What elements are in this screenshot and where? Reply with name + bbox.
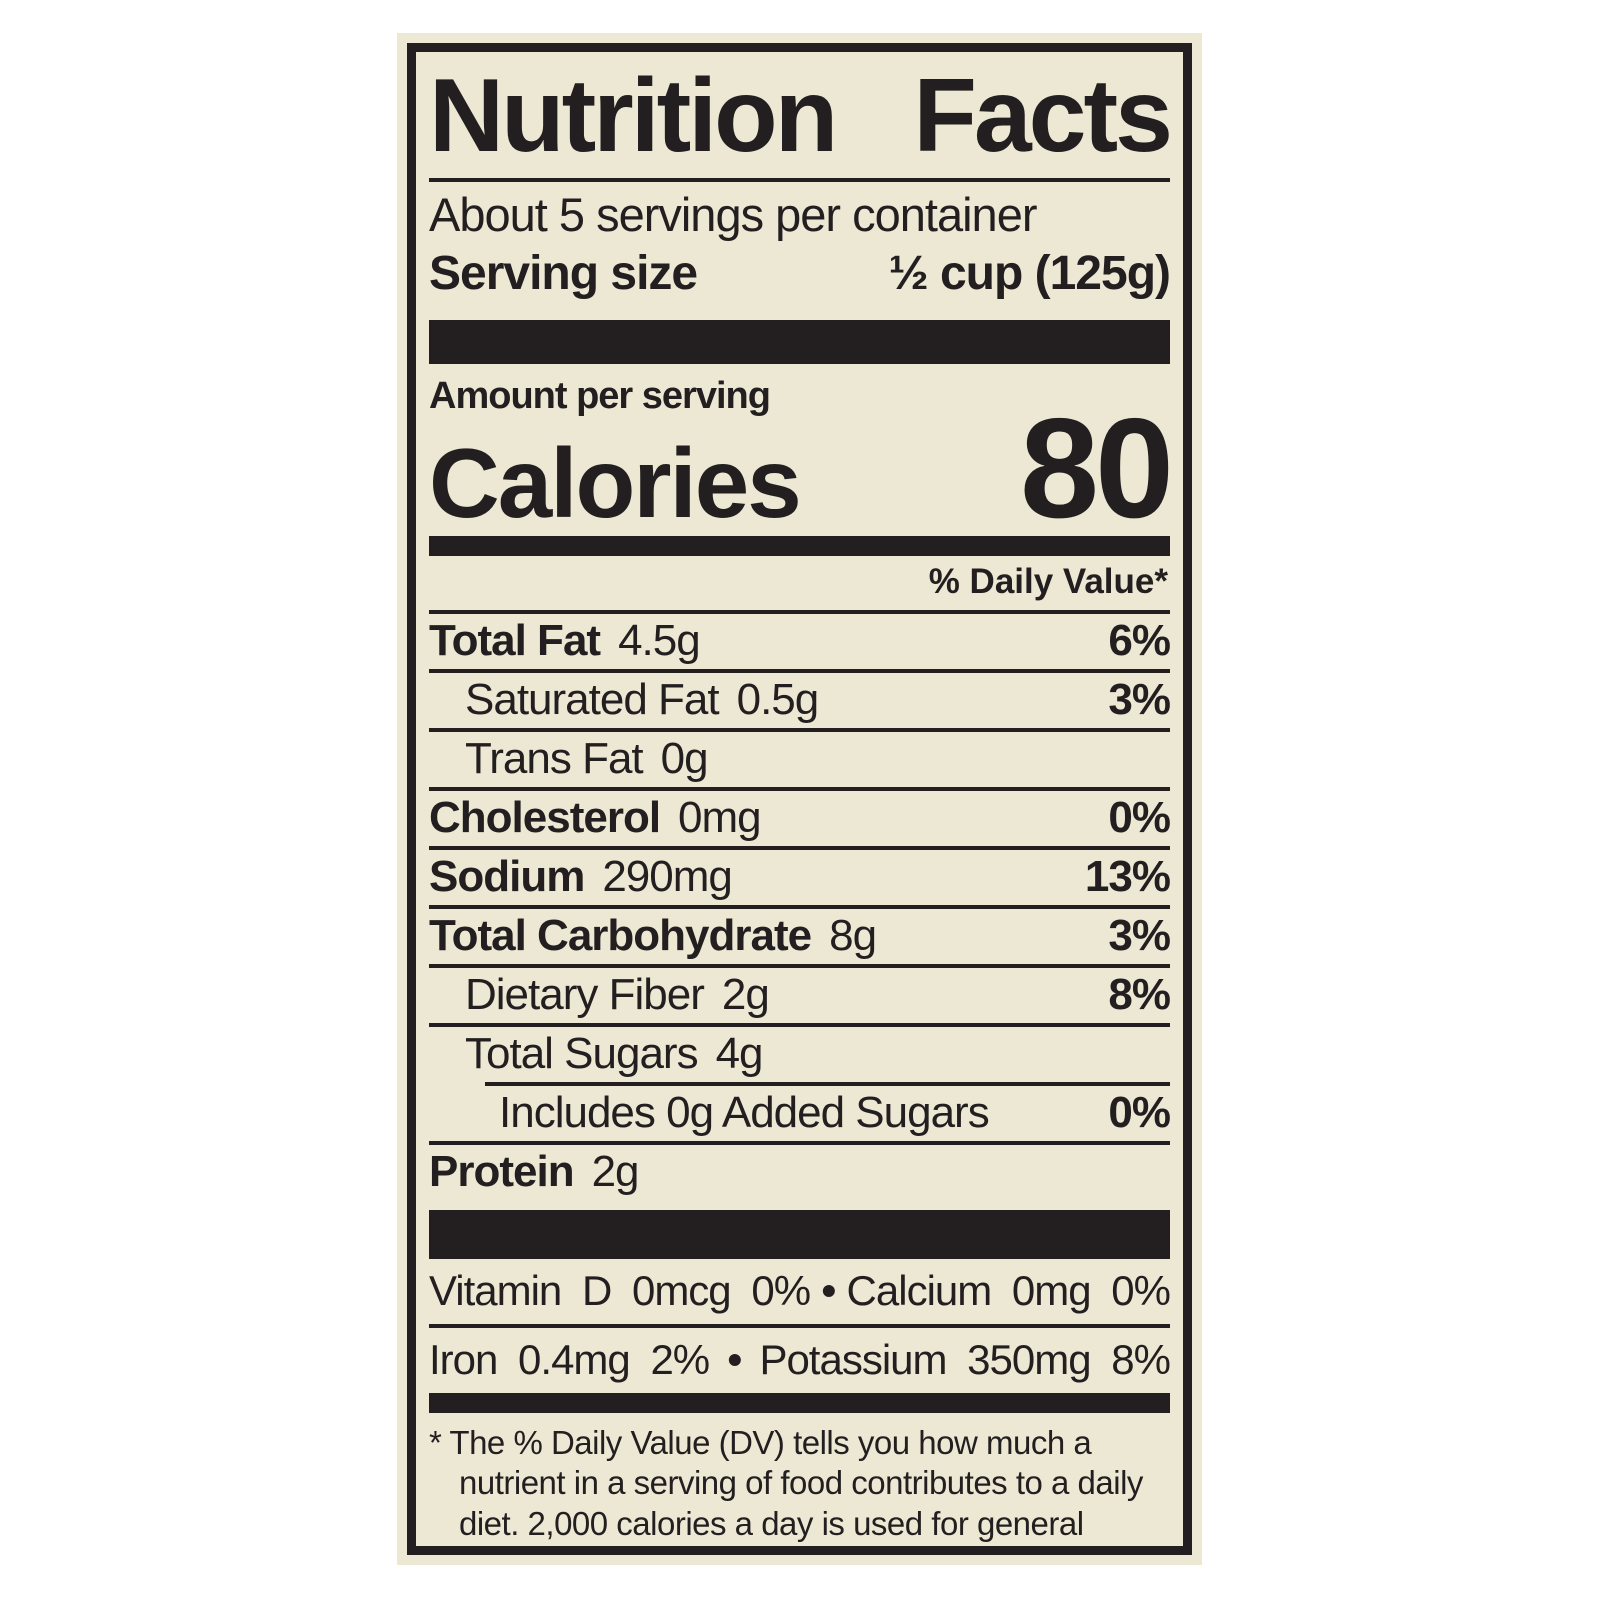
title-word-facts: Facts — [913, 58, 1173, 174]
micronutrient-row-2: Iron 0.4mg 2% • Potassium 350mg 8% — [429, 1328, 1171, 1393]
nutrient-row-total-carbohydrate: Total Carbohydrate 8g 3% — [429, 909, 1171, 964]
nutrient-row-cholesterol: Cholesterol 0mg 0% — [429, 791, 1171, 846]
divider-bar-medium-calories — [429, 536, 1170, 557]
nutrient-dv: 0% — [1108, 793, 1171, 843]
micronutrient-right: Calcium 0mg 0% — [846, 1267, 1171, 1315]
separator-line — [429, 728, 1170, 733]
micronutrient-left: Vitamin D 0mcg 0% — [429, 1267, 811, 1315]
nutrient-amount: 8g — [829, 911, 877, 961]
divider-bar-thick-micronutrients — [429, 1210, 1170, 1260]
nutrient-row-added-sugars: Includes 0g Added Sugars 0% — [429, 1086, 1171, 1141]
separator-line — [429, 610, 1170, 615]
separator-line — [429, 787, 1170, 792]
serving-size-row: Serving size ½ cup (125g) — [429, 245, 1171, 321]
nutrient-dv: 6% — [1108, 616, 1171, 666]
nutrient-row-sodium: Sodium 290mg 13% — [429, 850, 1171, 905]
nutrient-name-amount: Dietary Fiber 2g — [465, 970, 770, 1020]
nutrient-name-amount: Total Carbohydrate 8g — [429, 911, 877, 961]
nutrient-amount: 4.5g — [618, 616, 701, 666]
nutrient-row-total-fat: Total Fat 4.5g 6% — [429, 614, 1171, 669]
nutrition-facts-label: Nutrition Facts About 5 servings per con… — [397, 33, 1202, 1565]
separator-line — [429, 669, 1170, 674]
calories-value: 80 — [1020, 389, 1174, 549]
separator-line — [429, 1141, 1170, 1146]
nutrient-name: Saturated Fat — [465, 675, 720, 725]
nutrient-row-total-sugars: Total Sugars 4g — [429, 1027, 1170, 1082]
nutrient-name-amount: Cholesterol 0mg — [429, 793, 762, 843]
separator-line — [429, 1023, 1170, 1028]
separator-line — [429, 846, 1170, 851]
nutrient-name: Protein — [429, 1147, 575, 1197]
nutrient-dv: 3% — [1108, 911, 1171, 961]
nutrient-name: Total Sugars — [465, 1029, 699, 1079]
nutrient-dv: 8% — [1108, 970, 1171, 1020]
nutrient-name-amount: Sodium 290mg — [429, 852, 733, 902]
nutrient-name-amount: Total Sugars 4g — [465, 1029, 764, 1079]
nutrient-amount: 0g — [660, 734, 709, 784]
calories-row: Calories 80 — [429, 389, 1174, 549]
nutrient-name-amount: Trans Fat 0g — [465, 734, 709, 784]
nutrient-amount: 0.5g — [736, 675, 820, 725]
nutrient-dv: 3% — [1108, 675, 1171, 725]
nutrient-dv: 13% — [1084, 852, 1171, 902]
divider-bar-medium-footnote — [429, 1393, 1170, 1414]
servings-per-container: About 5 servings per container — [429, 188, 1037, 241]
separator-line — [429, 1324, 1170, 1329]
separator-line — [429, 905, 1170, 910]
nutrient-dv: 0% — [1108, 1088, 1171, 1138]
label-title: Nutrition Facts — [429, 58, 1173, 178]
bullet-separator: • — [821, 1267, 836, 1315]
micronutrient-left: Iron 0.4mg 2% — [429, 1336, 710, 1384]
separator-line-indented — [485, 1082, 1170, 1087]
nutrient-amount: 290mg — [602, 852, 733, 902]
title-word-nutrition: Nutrition — [429, 58, 838, 174]
divider-bar-thick-top — [429, 320, 1170, 365]
calories-label: Calories — [429, 428, 802, 539]
nutrient-name-amount: Protein 2g — [429, 1147, 640, 1197]
nutrient-name: Cholesterol — [429, 793, 661, 843]
nutrient-name: Total Fat — [429, 616, 601, 666]
nutrient-row-trans-fat: Trans Fat 0g — [429, 732, 1170, 787]
micronutrient-right: Potassium 350mg 8% — [759, 1336, 1171, 1384]
serving-size-label: Serving size — [429, 246, 698, 300]
daily-value-header: % Daily Value* — [928, 562, 1168, 602]
nutrient-name-amount: Saturated Fat 0.5g — [465, 675, 820, 725]
nutrient-amount: 2g — [721, 970, 770, 1020]
nutrient-row-saturated-fat: Saturated Fat 0.5g 3% — [429, 673, 1171, 728]
amount-per-serving-label: Amount per serving — [429, 375, 771, 418]
nutrient-name-amount: Includes 0g Added Sugars — [499, 1088, 990, 1138]
nutrient-amount: 0mg — [678, 793, 762, 843]
nutrient-amount: 4g — [715, 1029, 764, 1079]
nutrient-name: Sodium — [429, 852, 585, 902]
nutrient-name-amount: Total Fat 4.5g — [429, 616, 701, 666]
micronutrient-row-1: Vitamin D 0mcg 0% • Calcium 0mg 0% — [429, 1259, 1171, 1324]
daily-value-footnote: * The % Daily Value (DV) tells you how m… — [429, 1424, 1143, 1546]
nutrient-amount: 2g — [591, 1147, 640, 1197]
nutrient-row-dietary-fiber: Dietary Fiber 2g 8% — [429, 968, 1171, 1023]
nutrient-row-protein: Protein 2g — [429, 1145, 1170, 1200]
label-border-box: Nutrition Facts About 5 servings per con… — [407, 43, 1192, 1555]
nutrient-name: Total Carbohydrate — [429, 911, 812, 961]
bullet-separator: • — [727, 1336, 742, 1384]
serving-size-value: ½ cup (125g) — [888, 246, 1171, 300]
nutrient-name: Dietary Fiber — [465, 970, 705, 1020]
nutrient-name: Includes 0g Added Sugars — [499, 1088, 990, 1138]
title-underline — [429, 178, 1170, 182]
separator-line — [429, 964, 1170, 969]
nutrient-name: Trans Fat — [465, 734, 644, 784]
